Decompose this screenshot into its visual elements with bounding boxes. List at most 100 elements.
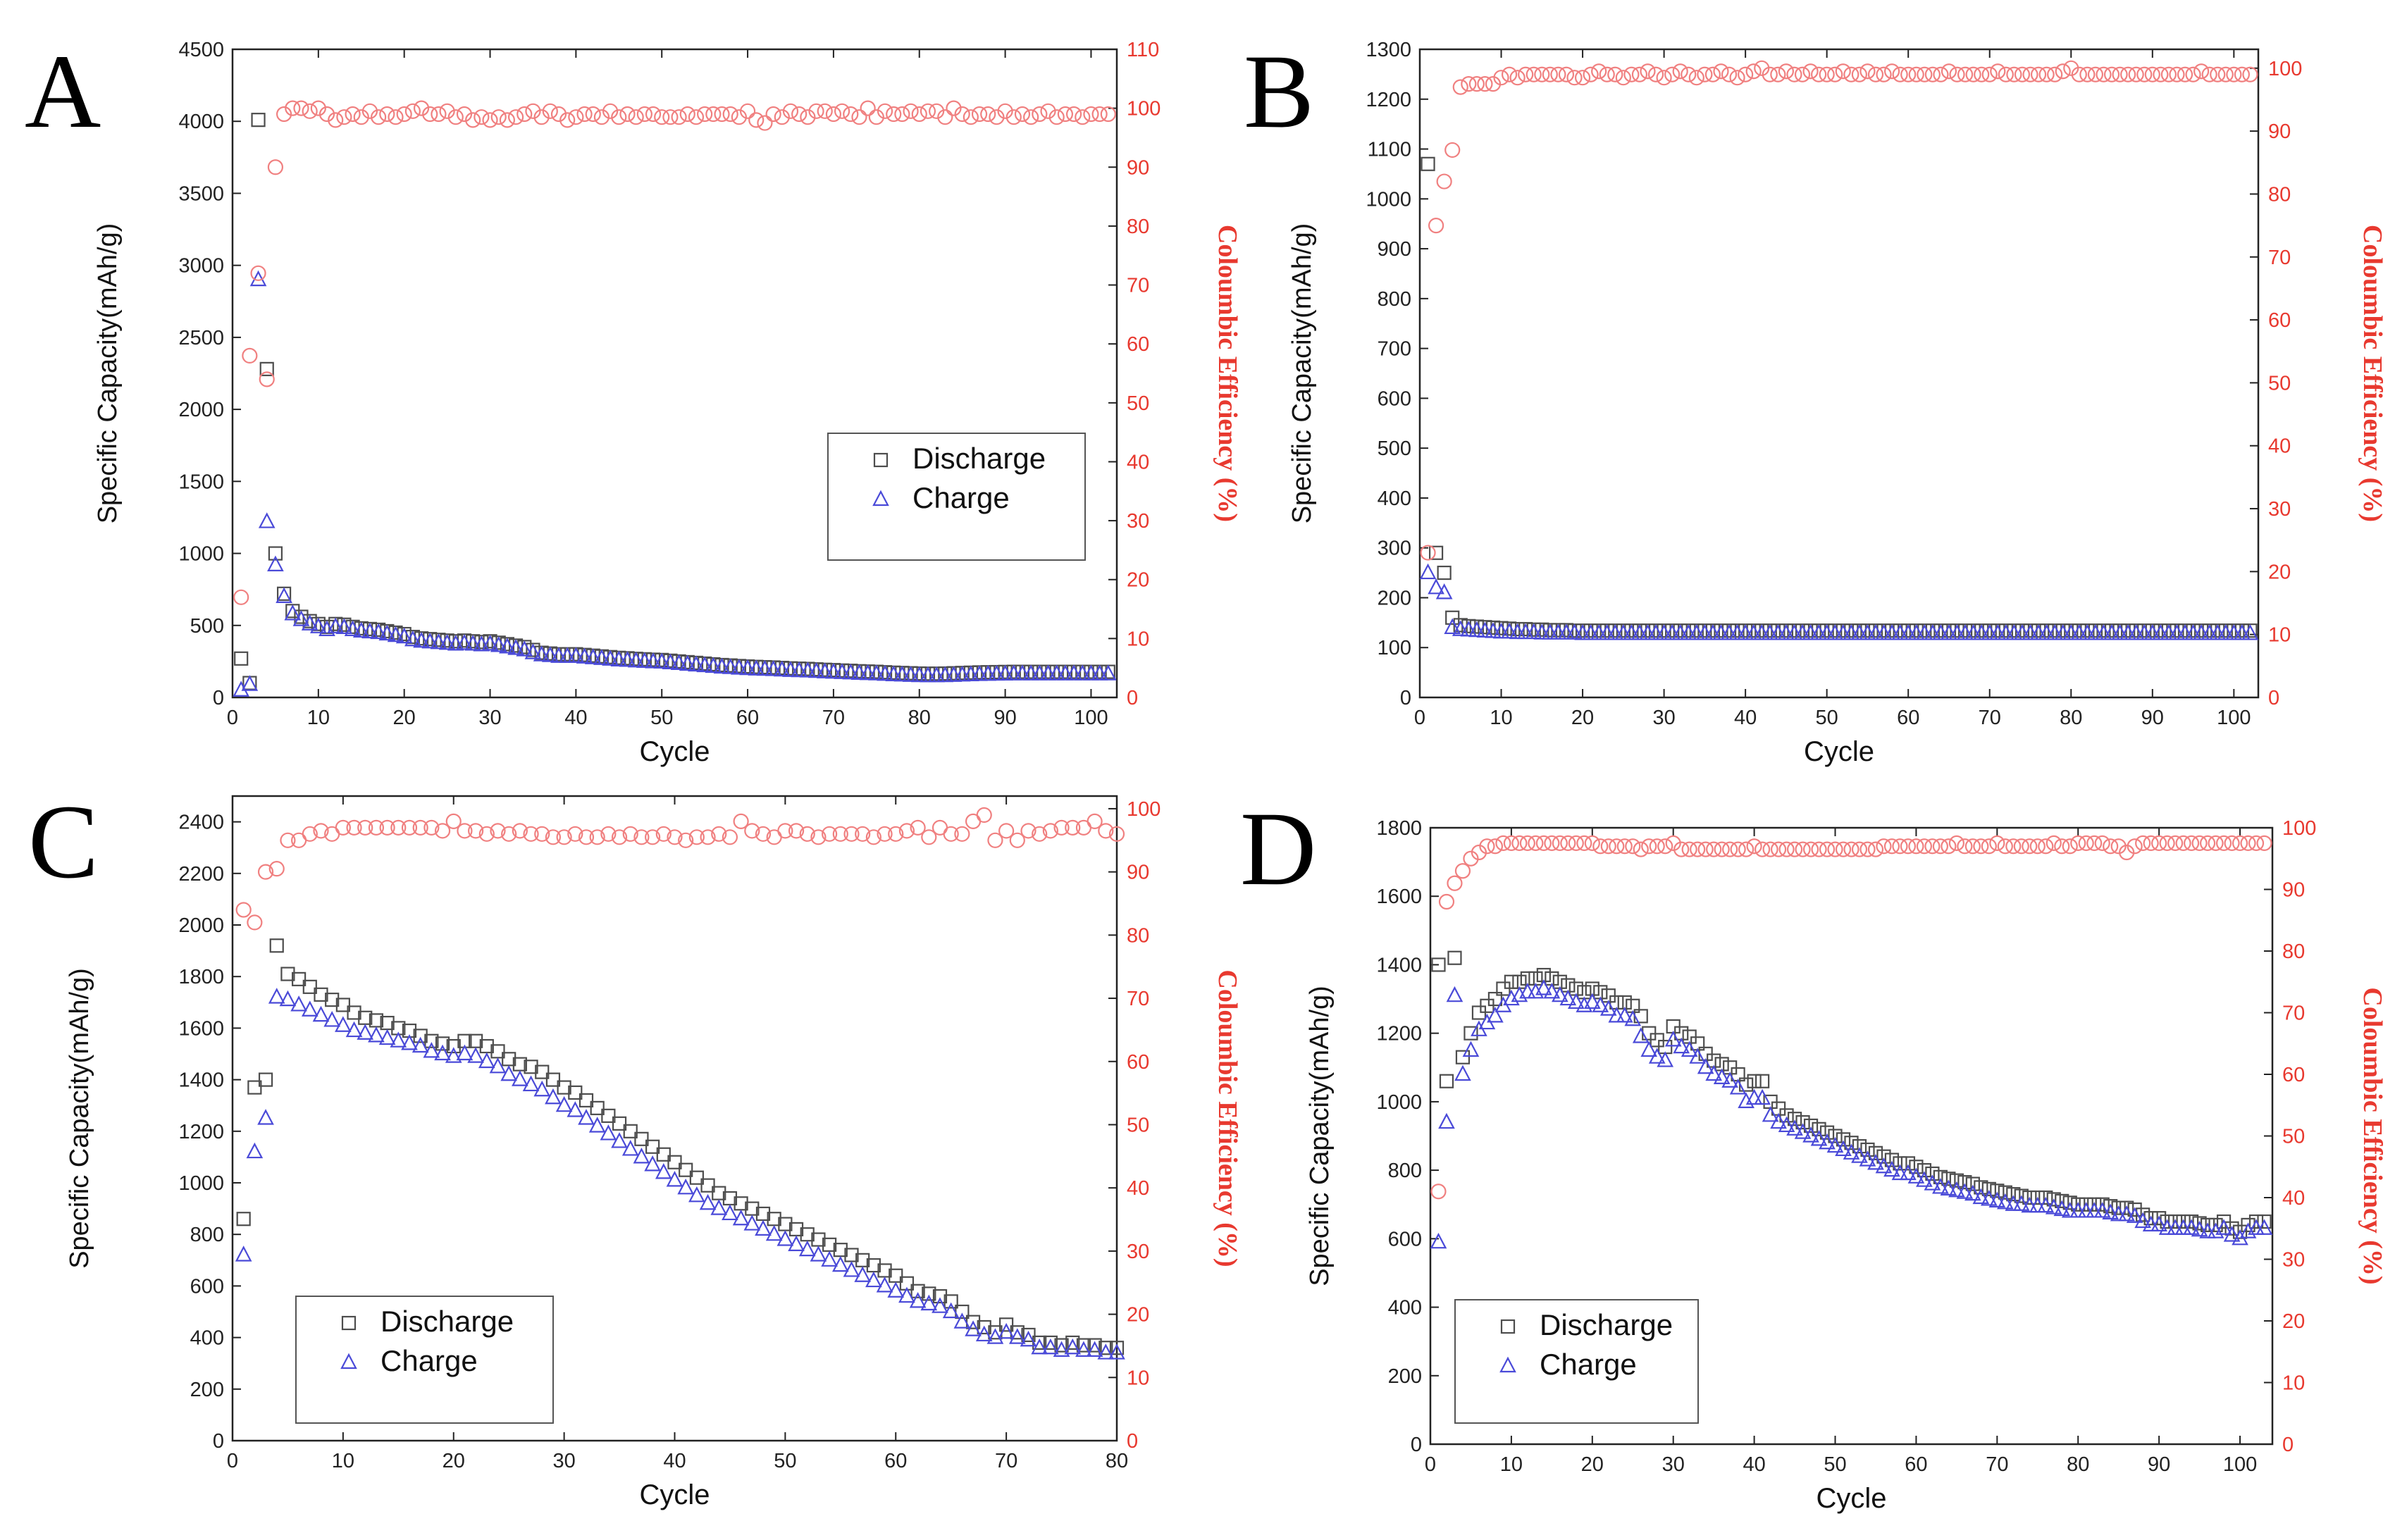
- data-point: [1477, 76, 1493, 92]
- y2-axis-label: Coloumbic Efficiency (%): [2358, 225, 2387, 522]
- data-point: [1438, 1112, 1455, 1129]
- data-point: [713, 657, 731, 674]
- data-point: [1883, 624, 1900, 640]
- data-point: [1431, 957, 1446, 972]
- data-point: [1909, 1160, 1924, 1174]
- data-point: [1778, 841, 1795, 857]
- x-tick-label: 0: [227, 1450, 238, 1472]
- data-point: [2215, 1219, 2232, 1235]
- data-point: [1487, 991, 1503, 1007]
- data-point: [2045, 1198, 2062, 1215]
- x-tick-label: 70: [1979, 707, 2001, 729]
- data-point: [388, 109, 404, 125]
- data-point: [1673, 841, 1690, 857]
- data-point: [430, 633, 447, 650]
- data-point: [2022, 624, 2039, 640]
- data-point: [2184, 624, 2202, 640]
- data-point: [1600, 838, 1616, 855]
- y-tick-label: 1100: [1368, 139, 1411, 161]
- data-point: [1647, 624, 1664, 640]
- data-point: [1851, 624, 1868, 640]
- data-point: [2029, 838, 2046, 855]
- legend-box: [295, 1296, 554, 1424]
- data-point: [1430, 1184, 1447, 1200]
- data-point: [1485, 622, 1502, 638]
- data-point: [267, 159, 284, 175]
- data-point: [1623, 66, 1640, 82]
- data-point: [2030, 1190, 2045, 1205]
- data-point: [1828, 1129, 1843, 1143]
- data-point: [1430, 1232, 1447, 1249]
- data-point: [1704, 624, 1721, 640]
- data-point: [1704, 66, 1721, 82]
- data-point: [533, 109, 550, 125]
- data-point: [1973, 838, 1989, 855]
- data-point: [1680, 624, 1697, 640]
- data-point: [1883, 838, 1900, 855]
- data-point: [2143, 624, 2161, 640]
- data-point: [1753, 624, 1771, 640]
- data-point: [1826, 1136, 1844, 1153]
- data-point: [2022, 1190, 2037, 1205]
- data-point: [481, 634, 499, 651]
- data-point: [1834, 624, 1852, 640]
- series-coloumbic-efficiency: [1430, 835, 2272, 1200]
- data-point: [688, 1186, 705, 1203]
- data-point: [2069, 1202, 2087, 1218]
- data-point: [1836, 1132, 1851, 1147]
- x-tick-label: 50: [1824, 1453, 1846, 1476]
- data-point: [1747, 1074, 1762, 1088]
- panel-letter: B: [1244, 33, 1314, 150]
- data-point: [636, 652, 653, 668]
- data-point: [2119, 1200, 2134, 1215]
- legend-label: Discharge: [912, 442, 1046, 475]
- data-point: [722, 658, 739, 674]
- data-point: [478, 826, 495, 842]
- data-point: [1893, 1156, 1907, 1171]
- y-tick-label: 0: [1411, 1434, 1422, 1456]
- data-point: [1933, 66, 1949, 82]
- data-point: [800, 109, 816, 125]
- data-point: [1697, 1057, 1714, 1074]
- x-tick-label: 40: [1743, 1453, 1765, 1476]
- data-point: [965, 1320, 982, 1336]
- x-tick-label: 80: [2067, 1453, 2089, 1476]
- data-point: [1697, 66, 1713, 82]
- data-point: [396, 106, 412, 123]
- data-point: [932, 1288, 948, 1304]
- data-point: [1810, 624, 1827, 640]
- y2-tick-label: 80: [2268, 183, 2291, 206]
- data-point: [911, 106, 927, 123]
- data-point: [1892, 66, 1908, 82]
- data-point: [1640, 1041, 1658, 1057]
- data-point: [2201, 624, 2218, 640]
- data-point: [1014, 664, 1031, 681]
- data-point: [2150, 1215, 2167, 1231]
- data-point: [445, 1047, 462, 1063]
- data-point: [633, 1148, 650, 1164]
- data-point: [1819, 66, 1835, 82]
- data-point: [1876, 838, 1892, 855]
- data-point: [593, 649, 610, 665]
- data-point: [1884, 1153, 1900, 1167]
- data-point: [489, 1057, 507, 1074]
- data-point: [600, 826, 617, 842]
- data-point: [235, 1246, 252, 1262]
- data-point: [921, 829, 937, 845]
- data-point: [371, 109, 387, 125]
- data-point: [2119, 844, 2135, 861]
- data-point: [567, 1101, 584, 1117]
- data-point: [2234, 66, 2250, 82]
- y2-tick-label: 100: [1127, 98, 1161, 120]
- y2-tick-label: 50: [2282, 1126, 2305, 1148]
- data-point: [1053, 819, 1070, 836]
- y2-tick-label: 0: [1127, 687, 1138, 709]
- data-point: [2255, 1219, 2273, 1235]
- y2-tick-label: 50: [1127, 1114, 1149, 1136]
- data-point: [1087, 813, 1103, 829]
- data-point: [855, 826, 871, 842]
- data-point: [576, 647, 593, 664]
- data-point: [2153, 66, 2169, 82]
- data-point: [1786, 1119, 1803, 1136]
- legend-marker: [873, 452, 889, 468]
